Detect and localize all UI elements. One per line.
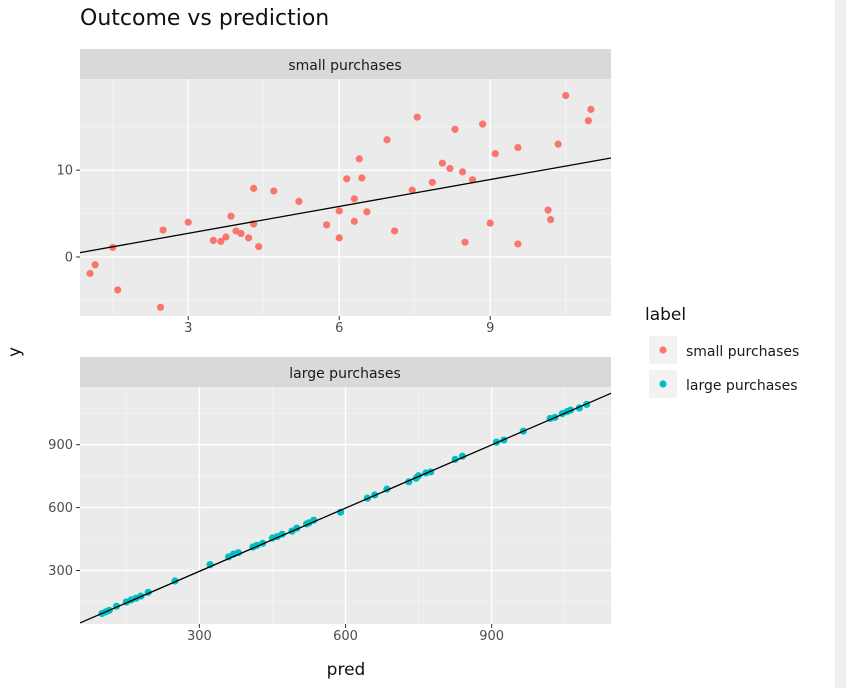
legend-key-small-purchases xyxy=(659,346,667,354)
x-axis-label: pred xyxy=(327,660,366,680)
data-point xyxy=(295,197,303,206)
data-point xyxy=(514,240,522,248)
data-point xyxy=(479,120,487,128)
legend-key-large-purchases xyxy=(659,380,667,388)
y-tick-label: 600 xyxy=(48,501,73,516)
data-point xyxy=(587,105,595,113)
data-point xyxy=(335,207,343,215)
fit-line xyxy=(79,157,612,254)
x-tick-label: 600 xyxy=(333,629,358,644)
legend-title: label xyxy=(645,305,686,325)
data-point xyxy=(408,186,416,194)
data-point xyxy=(554,140,562,148)
data-point xyxy=(270,187,278,195)
data-point xyxy=(255,242,263,251)
data-point xyxy=(91,261,99,269)
data-point xyxy=(413,113,421,121)
data-point xyxy=(562,91,570,100)
data-point xyxy=(250,184,258,192)
legend-label-large-purchases: large purchases xyxy=(686,378,798,394)
data-point xyxy=(451,125,459,133)
facet-strip-label-small: small purchases xyxy=(288,58,401,74)
data-point xyxy=(363,208,371,216)
data-point xyxy=(209,236,217,245)
data-point xyxy=(323,221,331,229)
data-point xyxy=(458,168,467,176)
right-side-strip xyxy=(835,0,846,688)
data-point xyxy=(86,269,94,278)
panel-0-marks: 3 6 9 0 10 xyxy=(56,79,612,336)
data-point xyxy=(350,195,358,203)
data-point xyxy=(114,286,122,294)
legend-label-small-purchases: small purchases xyxy=(686,344,799,360)
y-tick-label: 0 xyxy=(65,250,73,265)
data-point xyxy=(584,117,592,125)
data-point xyxy=(237,229,245,238)
data-point xyxy=(547,216,555,224)
data-point xyxy=(335,234,343,242)
data-point xyxy=(217,237,225,245)
data-point xyxy=(234,549,242,557)
x-tick-label: 9 xyxy=(486,321,494,336)
facet-strip-small xyxy=(80,49,611,79)
y-axis-label: y xyxy=(5,347,25,357)
data-point xyxy=(159,226,167,234)
x-tick-label: 300 xyxy=(187,629,212,644)
data-point xyxy=(343,175,351,183)
x-tick-label: 6 xyxy=(335,321,343,336)
data-point xyxy=(514,143,522,152)
fit-line xyxy=(79,392,612,624)
data-point xyxy=(486,219,494,227)
data-point xyxy=(350,217,358,225)
y-tick-label: 300 xyxy=(48,564,73,579)
data-point xyxy=(156,303,165,311)
data-point xyxy=(468,176,477,184)
data-point xyxy=(491,150,499,158)
data-point xyxy=(438,159,446,167)
panel-1-marks: 300 600 900 300 600 900 xyxy=(48,387,612,644)
facet-strip-large xyxy=(80,357,611,387)
data-point xyxy=(446,164,454,173)
data-point xyxy=(222,233,230,241)
chart-title: Outcome vs prediction xyxy=(80,6,329,31)
x-tick-label: 900 xyxy=(479,629,504,644)
data-point xyxy=(390,227,399,235)
data-point xyxy=(227,212,235,220)
panel-small-purchases xyxy=(80,79,611,316)
y-tick-label: 10 xyxy=(56,164,73,179)
facet-strip-label-large: large purchases xyxy=(289,366,401,382)
data-point xyxy=(355,155,363,163)
data-point xyxy=(184,218,192,226)
data-point xyxy=(358,174,366,182)
x-tick-label: 3 xyxy=(184,321,192,336)
data-point xyxy=(245,234,253,242)
y-tick-label: 900 xyxy=(48,438,73,453)
data-point xyxy=(461,238,469,246)
data-point xyxy=(428,178,436,186)
data-point xyxy=(544,206,552,214)
data-point xyxy=(383,136,391,144)
